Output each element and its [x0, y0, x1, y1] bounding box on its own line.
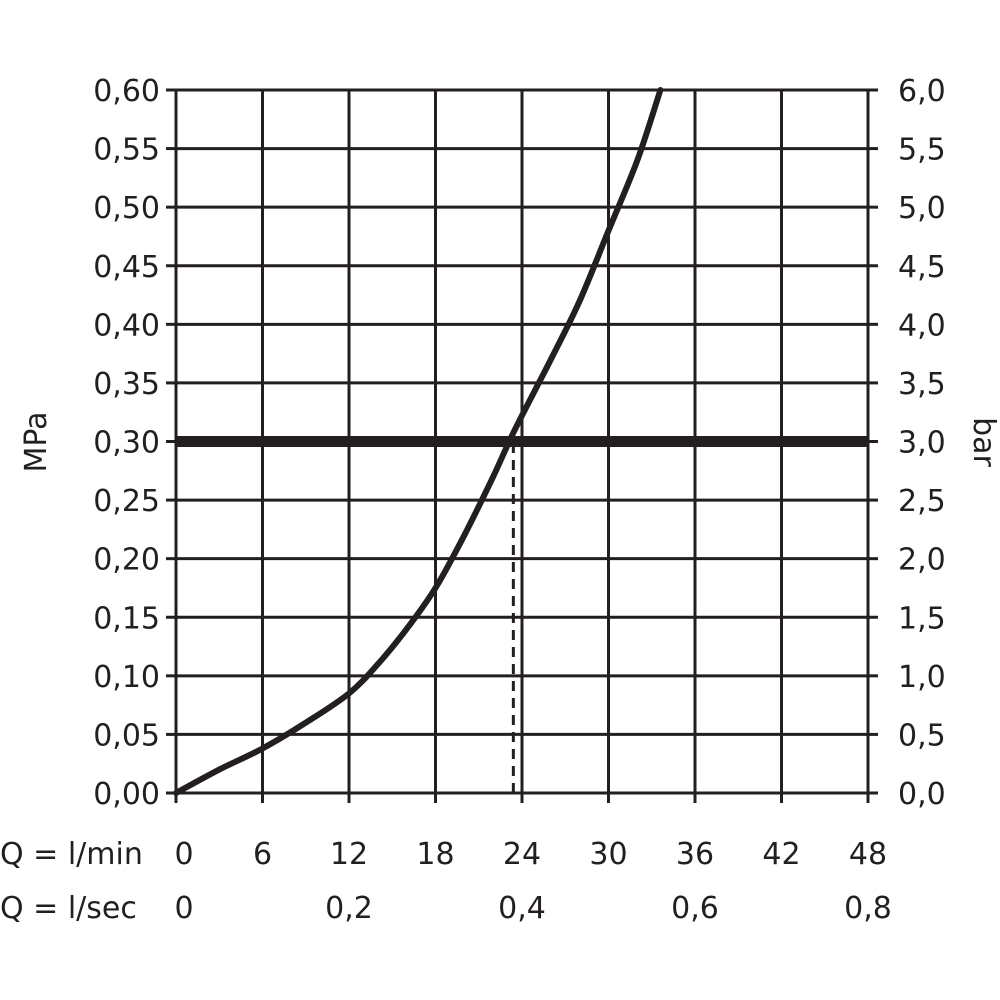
- left-tick-label: 0,20: [93, 543, 160, 578]
- series-group: [173, 87, 664, 796]
- left-tick-label: 0,00: [93, 777, 160, 812]
- left-tick-label: 0,40: [93, 308, 160, 343]
- tick-labels: 0,00 0,00,05 0,50,10 1,00,15 1,50,20 2,00,25 2…: [93, 74, 946, 926]
- x-tick-label-lsec: 0,8: [844, 891, 892, 926]
- left-tick-label: 0,45: [93, 250, 160, 285]
- right-tick-label: 0,0: [898, 777, 946, 812]
- right-tick-label: 4,0: [898, 308, 946, 343]
- x-tick-label-lmin: 0: [174, 837, 193, 872]
- left-tick-label: 0,60: [93, 74, 160, 109]
- left-tick-label: 0,50: [93, 191, 160, 226]
- left-tick-label: 0,10: [93, 660, 160, 695]
- x-tick-label-lmin: 42: [762, 837, 800, 872]
- left-tick-label: 0,15: [93, 601, 160, 636]
- x-tick-label-lsec: 0,2: [325, 891, 373, 926]
- x-axis-label-lmin: Q = l/min: [0, 837, 143, 872]
- x-tick-label-lmin: 12: [330, 837, 368, 872]
- right-tick-label: 2,0: [898, 543, 946, 578]
- right-tick-label: 4,5: [898, 250, 946, 285]
- right-tick-label: 1,5: [898, 601, 946, 636]
- right-tick-label: 2,5: [898, 484, 946, 519]
- x-tick-label-lsec: 0,4: [498, 891, 546, 926]
- x-tick-label-lsec: 0,6: [671, 891, 719, 926]
- left-tick-label: 0,25: [93, 484, 160, 519]
- x-tick-label-lmin: 30: [589, 837, 627, 872]
- x-tick-label-lmin: 24: [503, 837, 541, 872]
- right-axis-label: bar: [966, 417, 1000, 467]
- x-tick-label-lmin: 6: [253, 837, 272, 872]
- series-line: [173, 87, 664, 796]
- right-tick-label: 5,0: [898, 191, 946, 226]
- x-tick-label-lsec: 0: [174, 891, 193, 926]
- right-tick-label: 0,5: [898, 718, 946, 753]
- reference-line-group: [176, 436, 868, 793]
- right-tick-label: 5,5: [898, 133, 946, 168]
- right-tick-label: 1,0: [898, 660, 946, 695]
- right-tick-label: 3,5: [898, 367, 946, 402]
- left-tick-label: 0,30: [93, 426, 160, 461]
- x-axis-label-lsec: Q = l/sec: [0, 891, 137, 926]
- left-tick-label: 0,55: [93, 133, 160, 168]
- x-tick-label-lmin: 18: [416, 837, 454, 872]
- left-tick-label: 0,05: [93, 718, 160, 753]
- right-tick-label: 3,0: [898, 426, 946, 461]
- left-axis-label: MPa: [19, 411, 54, 472]
- x-tick-label-lmin: 36: [676, 837, 714, 872]
- right-tick-label: 6,0: [898, 74, 946, 109]
- x-tick-label-lmin: 48: [849, 837, 887, 872]
- left-tick-label: 0,35: [93, 367, 160, 402]
